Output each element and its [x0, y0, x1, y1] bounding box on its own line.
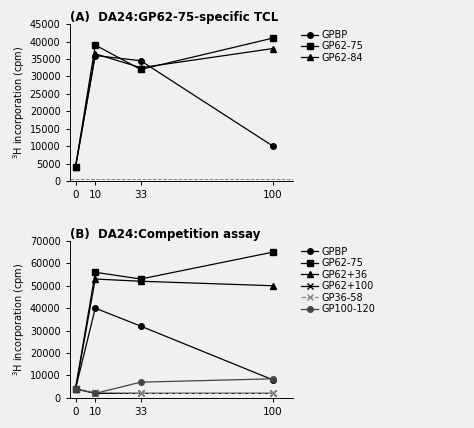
- GP62-84: [92, 51, 98, 56]
- GP62-84: [138, 65, 144, 70]
- GP62-75: [138, 276, 144, 282]
- Line: GP62-75: GP62-75: [73, 250, 276, 392]
- GP62+36: [73, 386, 78, 392]
- GP36-58: [92, 389, 98, 395]
- GPBP: [270, 377, 276, 383]
- Text: (B)  DA24:Competition assay: (B) DA24:Competition assay: [70, 228, 260, 241]
- GP62+100: [73, 386, 78, 392]
- GP36-58: [73, 386, 78, 392]
- Y-axis label: $^{3}$H incorporation (cpm): $^{3}$H incorporation (cpm): [11, 46, 27, 159]
- Line: GP62+36: GP62+36: [73, 276, 276, 392]
- GP62-75: [270, 36, 276, 41]
- GP62-75: [92, 42, 98, 48]
- GP36-58: [138, 391, 144, 396]
- GPBP: [92, 53, 98, 58]
- GP62+36: [92, 276, 98, 282]
- GP62-84: [73, 164, 78, 169]
- Legend: GPBP, GP62-75, GP62+36, GP62+100, GP36-58, GP100-120: GPBP, GP62-75, GP62+36, GP62+100, GP36-5…: [300, 246, 376, 315]
- GP62-75: [73, 386, 78, 392]
- GPBP: [92, 306, 98, 311]
- Y-axis label: $^{3}$H incorporation (cpm): $^{3}$H incorporation (cpm): [11, 263, 27, 376]
- Line: GP62-84: GP62-84: [73, 46, 276, 170]
- GP62+36: [270, 283, 276, 288]
- GP62+100: [92, 391, 98, 396]
- GP100-120: [138, 380, 144, 385]
- Line: GPBP: GPBP: [73, 53, 276, 170]
- Text: (A)  DA24:GP62-75-specific TCL: (A) DA24:GP62-75-specific TCL: [70, 11, 278, 24]
- GP62+36: [138, 279, 144, 284]
- Legend: GPBP, GP62-75, GP62-84: GPBP, GP62-75, GP62-84: [300, 29, 364, 64]
- GPBP: [138, 58, 144, 63]
- GP62-75: [73, 164, 78, 169]
- GP62-75: [92, 270, 98, 275]
- GP62-75: [138, 67, 144, 72]
- GP100-120: [270, 376, 276, 381]
- GP36-58: [270, 391, 276, 396]
- GPBP: [270, 144, 276, 149]
- GP62+100: [138, 391, 144, 396]
- GP100-120: [92, 391, 98, 396]
- GP62+100: [270, 391, 276, 396]
- Line: GP62+100: GP62+100: [73, 386, 276, 396]
- Line: GP62-75: GP62-75: [73, 35, 276, 170]
- Line: GP100-120: GP100-120: [73, 376, 276, 396]
- GP62-84: [270, 46, 276, 51]
- GP62-75: [270, 250, 276, 255]
- Line: GPBP: GPBP: [73, 306, 276, 392]
- GPBP: [73, 164, 78, 169]
- Line: GP36-58: GP36-58: [72, 386, 276, 397]
- GPBP: [138, 324, 144, 329]
- GPBP: [73, 386, 78, 392]
- GP100-120: [73, 386, 78, 392]
